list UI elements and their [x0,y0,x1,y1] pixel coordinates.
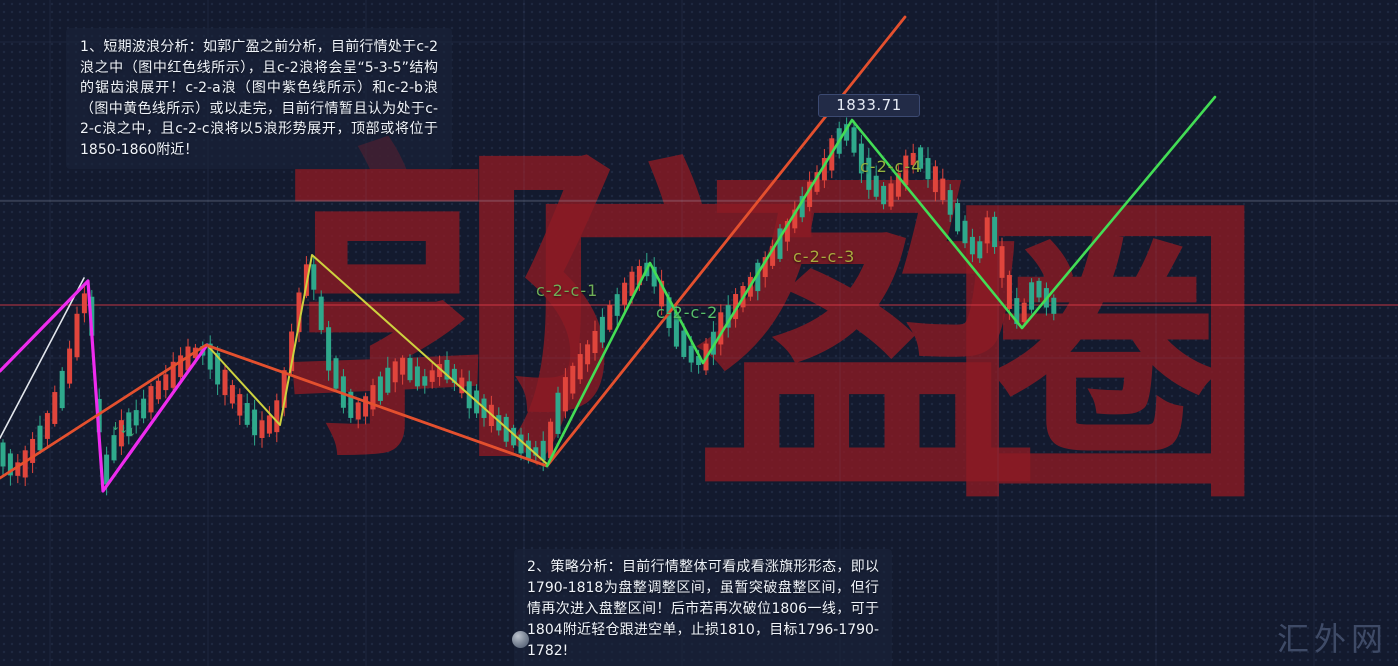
cursor-sphere-icon [512,631,529,648]
signal-arrows-layer: ↓↓↓ [111,420,136,439]
trendline-layer [0,15,1217,493]
wave-analysis-note: 1、短期波浪分析：如郭广盈之前分析，目前行情处于c-2浪之中（图中红色线所示），… [66,28,452,169]
wave-label-c2c3: c-2-c-3 [793,247,856,266]
watermark-char-3: 盈 [695,135,1040,540]
white-impulse-line [0,277,85,439]
down-arrow-icon: ↓ [119,423,128,436]
watermark-char-1: 郭 [283,110,618,504]
yellow-wave-c2b-line [206,254,548,465]
down-arrow-icon: ↓ [127,426,136,439]
green-wave-c2c-line [545,95,1217,468]
wave-label-c2c4: c-2-c-4 [860,157,923,176]
magenta-wave-c2a-line [0,279,209,493]
level-lines-layer [0,200,1398,306]
watermark-char-4: 圈 [945,167,1265,542]
site-watermark: 汇外网 [1276,620,1388,658]
down-arrow-icon: ↓ [111,420,120,433]
wave-label-c2c1: c-2-c-1 [536,281,599,300]
peak-price-label: 1833.71 [818,94,920,117]
red-wave-c2-line [0,15,907,480]
wave-label-c2c2: c-2-c-2 [656,303,719,322]
strategy-analysis-note: 2、策略分析：目前行情整体可看成看涨旗形形态，即以1790-1818为盘整调整区… [514,549,892,666]
